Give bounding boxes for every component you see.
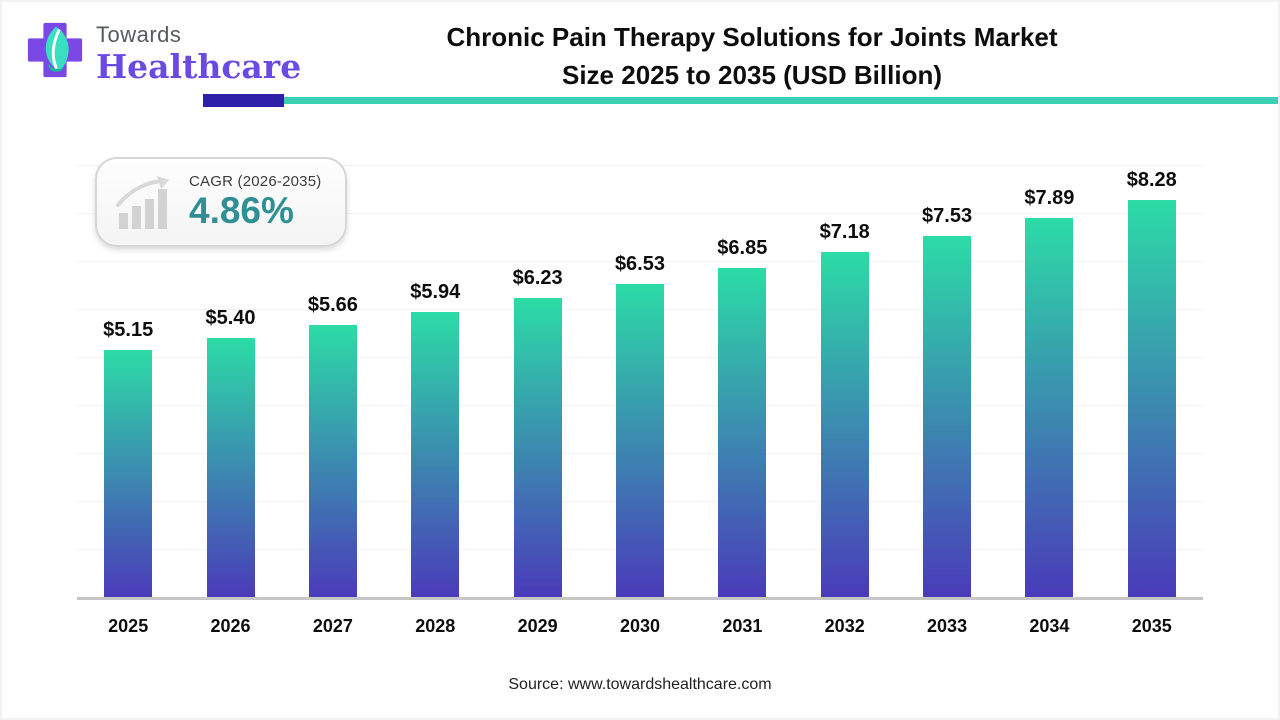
bar-group: $5.94 [384, 281, 486, 597]
bar-value-label: $5.40 [205, 306, 256, 329]
bar-value-label: $5.66 [307, 294, 358, 317]
bar [1127, 199, 1176, 597]
x-axis-label: 2030 [619, 616, 660, 636]
bar-group: $6.23 [486, 267, 588, 597]
x-axis-label: 2034 [1029, 616, 1070, 636]
x-axis-label: 2031 [722, 616, 763, 636]
growth-chart-icon [116, 176, 169, 229]
x-axis-label: 2025 [108, 616, 149, 636]
logo-towards-text: Towards [96, 22, 182, 47]
bar-value-label: $6.85 [717, 237, 768, 260]
chart-title-line1: Chronic Pain Therapy Solutions for Joint… [446, 22, 1058, 52]
bar-value-label: $7.53 [922, 204, 973, 227]
bar [411, 311, 460, 597]
bar [513, 297, 562, 597]
bar-group: $6.53 [589, 253, 691, 597]
header-rule-indigo [203, 94, 284, 107]
cagr-texts: CAGR (2026-2035) 4.86% [189, 173, 321, 231]
leaf-vein [51, 29, 61, 69]
brand-logo: Towards Healthcare [24, 18, 301, 83]
bar-value-label: $5.15 [103, 318, 154, 341]
bar-value-label: $7.18 [819, 221, 870, 244]
bar-group: $7.18 [794, 221, 896, 597]
x-axis-label: 2032 [824, 616, 865, 636]
cagr-value: 4.86% [189, 190, 294, 232]
bar-group: $5.66 [282, 294, 384, 597]
bar [308, 325, 357, 597]
leaf-shape [45, 26, 69, 72]
healthcare-cross-leaf-icon [27, 22, 83, 78]
bar-group: $7.53 [896, 205, 998, 597]
bar-value-label: $5.94 [410, 280, 461, 303]
bar [718, 268, 767, 597]
chart-title-line2: Size 2025 to 2035 (USD Billion) [561, 60, 942, 90]
bar-value-label: $8.28 [1126, 168, 1177, 191]
bar-value-label: $6.23 [512, 266, 563, 289]
bar-value-label: $6.53 [614, 252, 665, 275]
bar-chart: $5.15 $5.40 $5.66 $5.94 $6.23 $6.53 $6.85 $7.18… [77, 147, 1203, 637]
x-axis-label: 2028 [415, 616, 456, 636]
logo-healthcare-text: Healthcare [96, 47, 302, 86]
bar [923, 235, 972, 597]
plot-area: $5.15 $5.40 $5.66 $5.94 $6.23 $6.53 $6.85 $7.18… [77, 147, 1203, 600]
chart-title: Chronic Pain Therapy Solutions for Joint… [302, 18, 1202, 94]
leaf-small [47, 63, 64, 72]
bar-group: $8.28 [1101, 169, 1203, 597]
bar [615, 283, 664, 597]
bar-group: $5.15 [77, 319, 179, 597]
bar-group: $7.89 [998, 187, 1100, 597]
bar-value-label: $7.89 [1024, 187, 1075, 210]
bar [1025, 218, 1074, 597]
source-attribution: Source: www.towardshealthcare.com [508, 676, 772, 693]
logo-wordmark: Towards Healthcare [96, 18, 302, 86]
bars-row: $5.15 $5.40 $5.66 $5.94 $6.23 $6.53 $6.85 $7.18… [77, 147, 1203, 597]
header-rule-teal [284, 97, 1278, 104]
cagr-label: CAGR (2026-2035) [189, 173, 322, 191]
bar [820, 252, 869, 597]
x-axis-label: 2027 [312, 616, 353, 636]
x-axis-label: 2029 [517, 616, 558, 636]
x-axis-label: 2033 [927, 616, 968, 636]
x-axis: 2025 2026 2027 2028 2029 2030 2031 2032 2033 2034… [77, 600, 1203, 637]
x-axis-label: 2026 [210, 616, 251, 636]
bar-group: $5.40 [179, 307, 281, 597]
bar [206, 337, 255, 597]
bar [104, 349, 153, 597]
cagr-badge: CAGR (2026-2035) 4.86% [95, 157, 347, 247]
bar-group: $6.85 [691, 237, 793, 597]
x-axis-label: 2035 [1131, 616, 1172, 636]
